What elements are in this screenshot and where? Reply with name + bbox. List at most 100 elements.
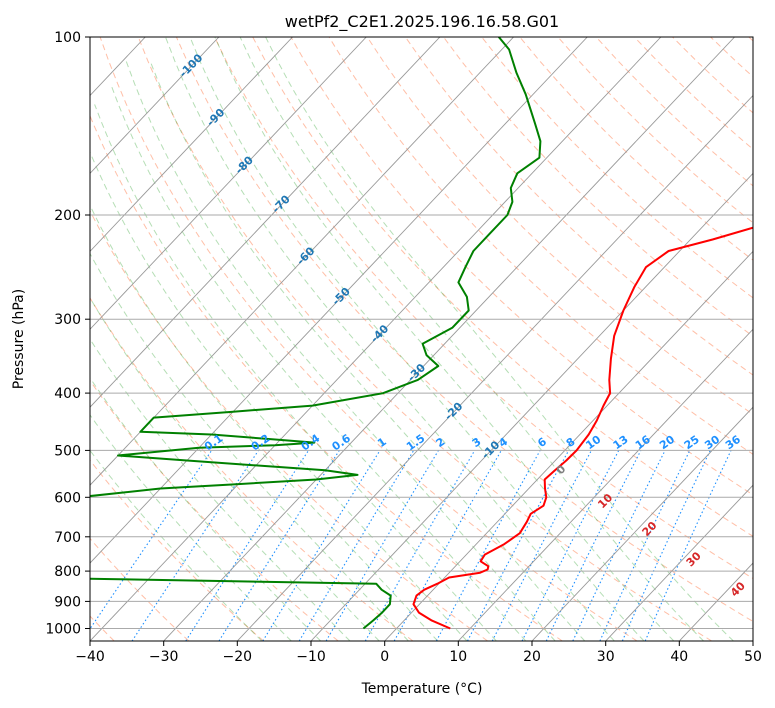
mixing-ratio-line <box>393 450 502 641</box>
mixing-ratio-label: 25 <box>682 433 702 452</box>
y-axis-label: Pressure (hPa) <box>11 289 27 389</box>
dry-adiabat <box>290 37 753 496</box>
isotherm <box>752 640 753 641</box>
dry-adiabat <box>252 37 753 537</box>
dry-adiabat <box>710 37 753 78</box>
dry-adiabat <box>90 209 488 641</box>
moist-adiabat <box>110 83 527 641</box>
mixing-ratio-line <box>90 450 213 630</box>
mixing-ratio-label: 6 <box>535 435 549 450</box>
moist-adiabat-label: 40 <box>728 579 748 599</box>
mixing-ratio-line <box>572 450 666 641</box>
mixing-ratio-label: 16 <box>633 433 653 453</box>
moist-adiabat <box>125 61 556 641</box>
dry-adiabat <box>90 114 563 641</box>
temperature-line <box>412 226 753 630</box>
chart-title: wetPf2_C2E1.2025.196.16.58.G01 <box>285 12 559 32</box>
x-tick-label: −20 <box>223 649 253 665</box>
moist-adiabat-label: 20 <box>640 519 660 539</box>
moist-adiabat <box>265 37 734 641</box>
dry-adiabat <box>404 37 753 376</box>
mixing-ratio-line <box>262 450 381 641</box>
isotherm <box>384 250 753 641</box>
data-series <box>90 37 753 630</box>
dry-adiabat <box>90 459 264 641</box>
moist-adiabat-label: 30 <box>684 549 704 569</box>
y-tick-label: 100 <box>54 30 81 46</box>
x-tick-label: −10 <box>296 649 326 665</box>
isotherm <box>90 37 441 408</box>
moist-adiabat <box>90 449 263 641</box>
dry-adiabat <box>481 37 753 299</box>
moist-adiabat <box>90 252 409 641</box>
mixing-ratio-line <box>435 450 541 641</box>
isotherm <box>90 37 588 564</box>
isotherm <box>163 37 735 641</box>
y-tick-label: 1000 <box>45 622 81 638</box>
y-tick-label: 500 <box>54 443 81 459</box>
dry-adiabat <box>595 37 753 187</box>
x-axis-label: Temperature (°C) <box>361 681 483 697</box>
mixing-ratio-line <box>644 450 732 641</box>
isotherm <box>90 37 662 641</box>
isotherm <box>605 484 753 641</box>
dry-adiabat <box>175 37 753 623</box>
x-tick-label: 40 <box>670 649 688 665</box>
dry-adiabat <box>214 37 753 580</box>
mixing-ratio-label: 20 <box>657 433 677 453</box>
moist-adiabat <box>90 377 322 641</box>
mixing-ratio-line <box>467 450 570 641</box>
y-tick-label: 700 <box>54 530 81 546</box>
moist-adiabat <box>165 37 615 641</box>
x-tick-label: 50 <box>744 649 762 665</box>
dry-adiabat <box>366 37 753 415</box>
dewpoint-line <box>90 37 542 630</box>
y-tick-label: 800 <box>54 564 81 580</box>
moist-adiabat <box>90 296 380 641</box>
plot-frame <box>89 36 754 642</box>
dry-adiabat <box>90 537 190 641</box>
dry-adiabat <box>99 37 638 641</box>
isotherm <box>90 37 293 253</box>
dry-adiabat <box>633 37 753 150</box>
moist-adiabat <box>149 61 586 641</box>
isotherm <box>310 172 753 641</box>
y-tick-label: 200 <box>54 208 81 224</box>
mixing-ratio-label: 1 <box>375 435 389 450</box>
isotherm <box>457 328 753 641</box>
mixing-ratio-label: 13 <box>611 433 631 452</box>
dry-adiabat <box>672 37 753 114</box>
y-tick-label: 300 <box>54 312 81 328</box>
moist-adiabat <box>239 37 704 641</box>
background-lines <box>90 37 753 641</box>
moist-adiabat-label: 10 <box>595 491 615 511</box>
moist-adiabat <box>90 338 351 641</box>
moist-adiabat <box>94 104 497 641</box>
dry-adiabat <box>519 37 753 261</box>
moist-adiabat <box>214 37 675 641</box>
x-axis: −40 −30 −20 −10 0 10 20 30 40 50 <box>75 641 762 665</box>
y-axis: 100 200 300 400 500 600 700 800 900 1000 <box>45 30 90 638</box>
isotherm <box>90 37 514 486</box>
mixing-ratio-line <box>521 450 620 641</box>
y-tick-label: 400 <box>54 386 81 402</box>
x-tick-label: 10 <box>449 649 467 665</box>
mixing-ratio-line <box>218 450 340 641</box>
mixing-ratio-label: 30 <box>702 433 722 453</box>
isotherm <box>236 94 753 641</box>
isotherm <box>90 37 367 330</box>
x-tick-label: 20 <box>523 649 541 665</box>
dry-adiabat <box>328 37 753 455</box>
x-tick-label: −30 <box>149 649 179 665</box>
isotherm <box>531 406 753 641</box>
x-tick-label: 30 <box>597 649 615 665</box>
x-tick-label: 0 <box>380 649 389 665</box>
mixing-ratio-label: 8 <box>564 435 578 450</box>
y-tick-label: 600 <box>54 490 81 506</box>
moist-adiabat <box>189 37 645 641</box>
mixing-ratio-line <box>545 450 642 641</box>
mixing-ratio-label: 3 <box>470 435 484 450</box>
moist-adiabat <box>90 414 292 641</box>
mixing-ratio-line <box>599 450 691 641</box>
mixing-ratio-line <box>185 450 309 641</box>
